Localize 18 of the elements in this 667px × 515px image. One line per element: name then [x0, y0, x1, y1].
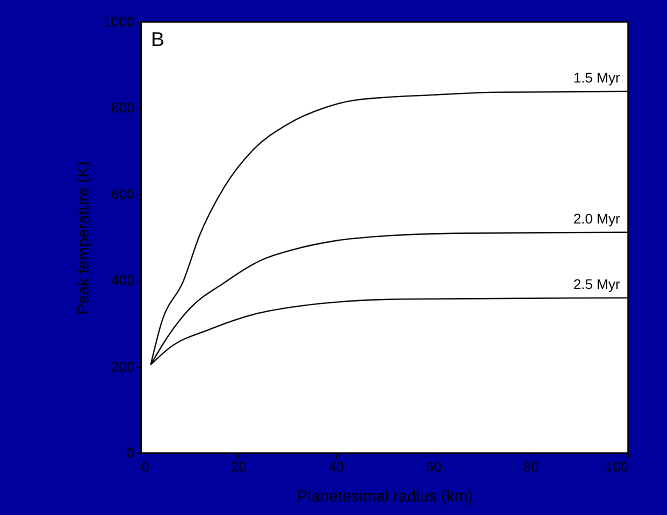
y-tick-label: 0 — [126, 444, 135, 460]
y-tick-label: 800 — [111, 100, 135, 116]
annotation: B — [151, 29, 164, 51]
y-tick-label: 600 — [111, 186, 135, 202]
y-axis-title: Peak temperature (K) — [75, 162, 92, 314]
x-axis-title: Planetesimal radius (km) — [296, 488, 474, 506]
y-tick-label: 400 — [111, 272, 135, 288]
y-tick-label: 200 — [111, 358, 135, 374]
x-tick-label: 20 — [231, 458, 247, 474]
x-tick-label: 40 — [328, 458, 344, 474]
series-label: 1.5 Myr — [573, 69, 620, 86]
y-tick-label: 1000 — [103, 14, 135, 30]
x-tick-label: 60 — [426, 458, 442, 474]
x-tick-label: 100 — [605, 458, 629, 474]
series-label: 2.5 Myr — [573, 276, 620, 292]
x-tick-label: 80 — [523, 458, 540, 474]
series-label: 2.0 Myr — [573, 210, 620, 226]
x-tick-label: 0 — [142, 458, 150, 474]
